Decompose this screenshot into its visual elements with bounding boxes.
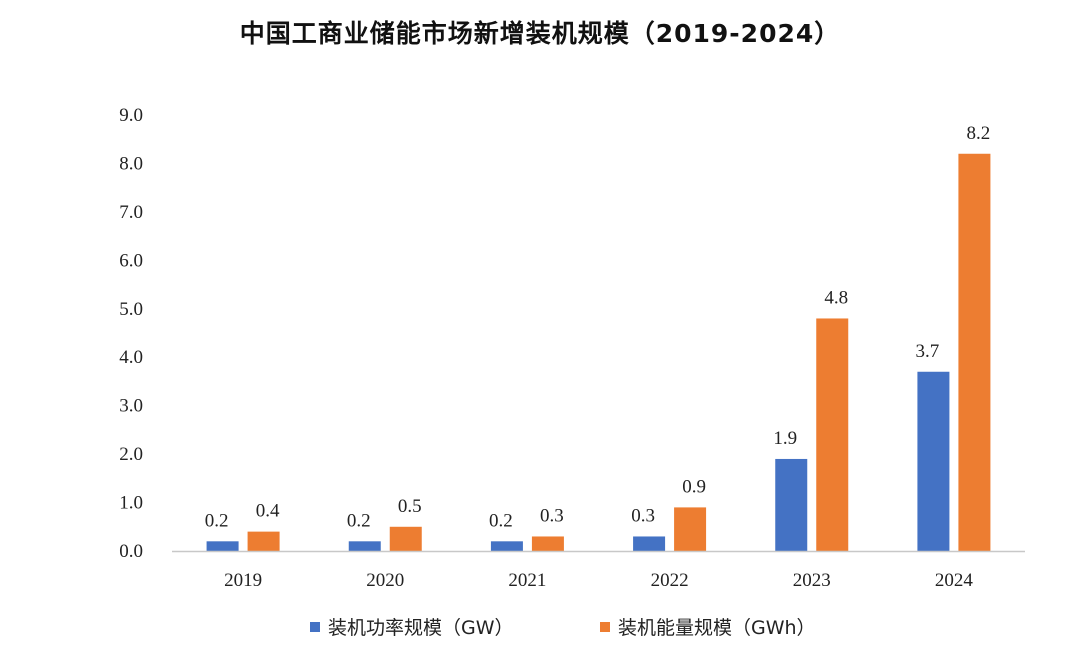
chart-title: 中国工商业储能市场新增装机规模（2019-2024） bbox=[239, 19, 841, 48]
data-label-energy-2024: 8.2 bbox=[967, 123, 991, 144]
bar-power-2024 bbox=[917, 371, 950, 551]
data-label-energy-2020: 0.5 bbox=[398, 496, 422, 517]
y-axis: 0.0 1.0 2.0 3.0 4.0 5.0 6.0 7.0 8.0 9.0 bbox=[119, 105, 143, 562]
y-tick-label: 8.0 bbox=[119, 153, 143, 174]
bar-energy-2022 bbox=[674, 507, 707, 551]
y-tick-label: 6.0 bbox=[119, 250, 143, 271]
data-label-power-2022: 0.3 bbox=[631, 505, 655, 526]
legend-label-power: 装机功率规模（GW） bbox=[328, 617, 514, 639]
bar-energy-2021 bbox=[531, 536, 564, 551]
data-labels: 0.2 0.4 0.2 0.5 0.2 0.3 0.3 0.9 1.9 4.8 3.7 8.2 bbox=[205, 123, 991, 532]
data-label-energy-2021: 0.3 bbox=[540, 505, 564, 526]
y-tick-label: 1.0 bbox=[119, 493, 143, 514]
bar-power-2019 bbox=[206, 541, 239, 551]
data-label-power-2023: 1.9 bbox=[773, 428, 797, 449]
data-label-power-2019: 0.2 bbox=[205, 510, 229, 531]
bars bbox=[206, 153, 991, 551]
bar-energy-2023 bbox=[816, 318, 849, 551]
y-tick-label: 5.0 bbox=[119, 299, 143, 320]
bar-energy-2020 bbox=[389, 526, 422, 551]
legend-swatch-power bbox=[310, 622, 320, 632]
bar-power-2022 bbox=[633, 536, 666, 551]
data-label-energy-2023: 4.8 bbox=[824, 287, 848, 308]
bar-energy-2024 bbox=[958, 153, 991, 551]
legend: 装机功率规模（GW） 装机能量规模（GWh） bbox=[310, 617, 816, 639]
x-tick-label: 2022 bbox=[651, 570, 689, 591]
bar-power-2020 bbox=[348, 541, 381, 551]
y-tick-label: 7.0 bbox=[119, 202, 143, 223]
x-tick-label: 2024 bbox=[935, 570, 974, 591]
x-axis: 2019 2020 2021 2022 2023 2024 bbox=[172, 550, 1025, 591]
x-tick-label: 2020 bbox=[366, 570, 404, 591]
legend-label-energy: 装机能量规模（GWh） bbox=[618, 617, 816, 639]
bar-energy-2019 bbox=[247, 531, 280, 551]
bar-power-2023 bbox=[775, 458, 808, 551]
x-tick-label: 2023 bbox=[793, 570, 831, 591]
data-label-power-2020: 0.2 bbox=[347, 510, 371, 531]
y-tick-label: 3.0 bbox=[119, 396, 143, 417]
y-tick-label: 2.0 bbox=[119, 444, 143, 465]
y-tick-label: 9.0 bbox=[119, 105, 143, 126]
data-label-power-2021: 0.2 bbox=[489, 510, 513, 531]
legend-swatch-energy bbox=[600, 622, 610, 632]
x-tick-label: 2021 bbox=[508, 570, 546, 591]
y-tick-label: 0.0 bbox=[119, 541, 143, 562]
data-label-energy-2022: 0.9 bbox=[682, 476, 706, 497]
data-label-energy-2019: 0.4 bbox=[256, 501, 280, 522]
x-tick-label: 2019 bbox=[224, 570, 262, 591]
y-tick-label: 4.0 bbox=[119, 347, 143, 368]
data-label-power-2024: 3.7 bbox=[916, 341, 940, 362]
bar-power-2021 bbox=[490, 541, 523, 551]
